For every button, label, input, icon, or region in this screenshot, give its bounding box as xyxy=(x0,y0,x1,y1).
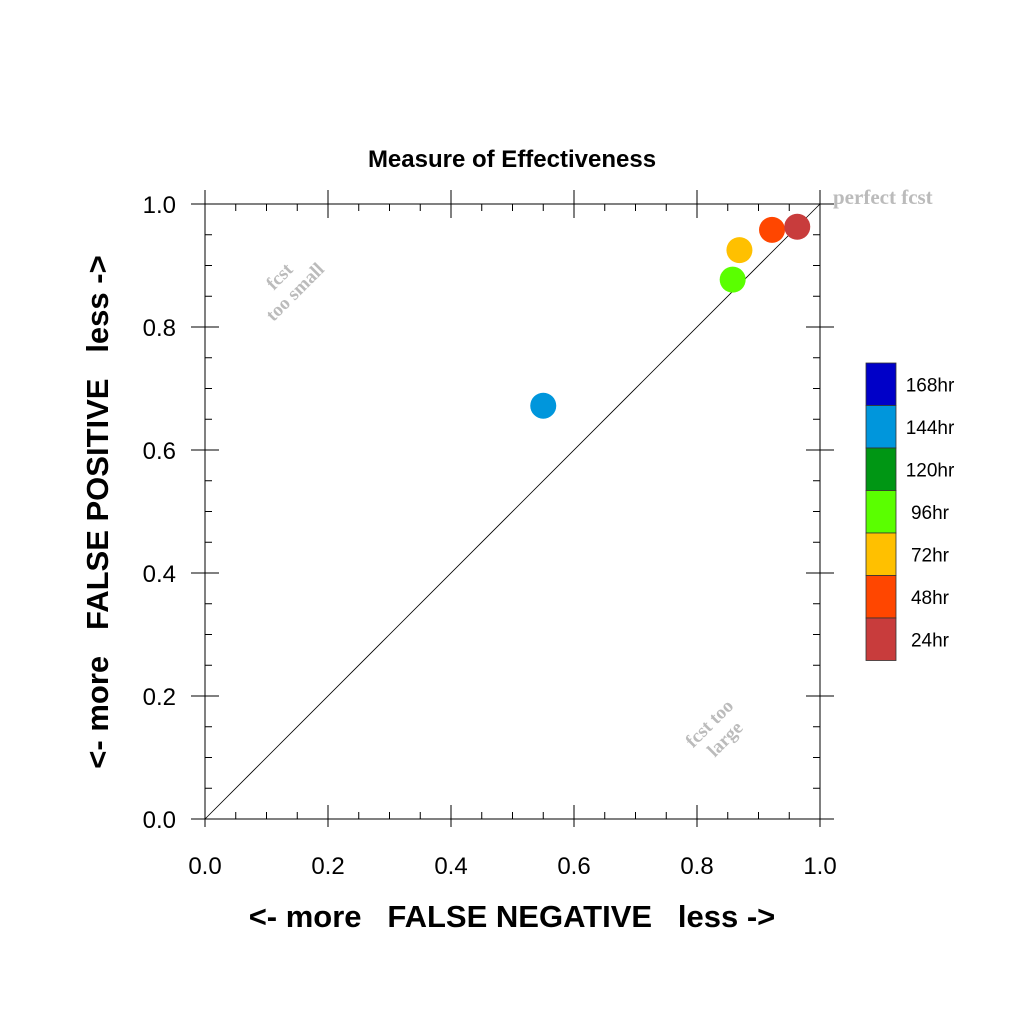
legend-label-24hr: 24hr xyxy=(911,630,950,651)
y-tick-label: 0.0 xyxy=(143,807,176,834)
legend-swatch-48hr xyxy=(865,575,897,619)
chart-title: Measure of Effectiveness xyxy=(368,146,656,173)
legend-swatch-144hr xyxy=(865,405,897,449)
legend-swatch-168hr xyxy=(865,362,897,406)
x-tick-label: 0.6 xyxy=(557,853,590,880)
data-point-48hr xyxy=(759,216,786,243)
x-tick-label: 0.0 xyxy=(188,853,221,880)
legend-label-120hr: 120hr xyxy=(906,460,955,481)
legend: 168hr 144hr 120hr 96hr 72hr 48hr 24hr xyxy=(865,362,955,661)
y-tick-label: 0.6 xyxy=(143,438,176,465)
x-tick-label: 0.2 xyxy=(311,853,344,880)
x-tick-label: 1.0 xyxy=(803,853,836,880)
data-point-24hr xyxy=(784,213,811,240)
legend-swatch-24hr xyxy=(865,617,897,661)
legend-label-168hr: 168hr xyxy=(906,375,955,396)
legend-label-48hr: 48hr xyxy=(911,588,950,609)
data-points xyxy=(530,213,811,419)
annotation-too-large: fcst too large xyxy=(682,696,748,762)
legend-swatch-96hr xyxy=(865,490,897,534)
y-tick-label: 1.0 xyxy=(143,192,176,219)
annotation-too-small: fcst too small xyxy=(262,259,329,326)
diagonal-reference-line xyxy=(204,203,821,820)
legend-swatch-72hr xyxy=(865,532,897,576)
y-tick-label: 0.2 xyxy=(143,684,176,711)
annotation-perfect-fcst: perfect fcst xyxy=(833,185,933,209)
x-tick-label: 0.8 xyxy=(680,853,713,880)
tick-labels: 0.0 0.2 0.4 0.6 0.8 1.0 0.0 0.2 0.4 0.6 0.8 1.0 xyxy=(143,192,837,880)
data-point-96hr xyxy=(719,266,746,293)
y-tick-label: 0.8 xyxy=(143,315,176,342)
legend-label-72hr: 72hr xyxy=(911,545,950,566)
y-tick-label: 0.4 xyxy=(143,561,176,588)
legend-label-144hr: 144hr xyxy=(906,418,955,439)
data-point-72hr xyxy=(726,237,753,264)
legend-label-96hr: 96hr xyxy=(911,503,950,524)
data-point-144hr xyxy=(530,392,557,419)
axis-ticks xyxy=(191,190,834,827)
x-tick-label: 0.4 xyxy=(434,853,467,880)
legend-swatch-120hr xyxy=(865,447,897,491)
y-axis-label: <- more FALSE POSITIVE less -> xyxy=(80,255,115,768)
x-axis-label: <- more FALSE NEGATIVE less -> xyxy=(249,899,776,934)
